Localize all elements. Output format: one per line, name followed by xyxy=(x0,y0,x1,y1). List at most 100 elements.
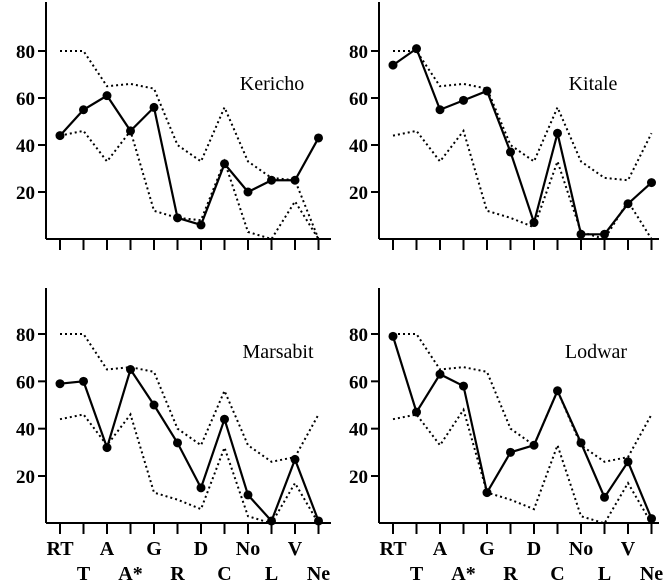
data-point-T xyxy=(412,44,421,54)
data-point-V xyxy=(290,454,300,464)
upper-band-line xyxy=(393,333,653,463)
data-point-C xyxy=(220,159,229,169)
x-tick-label: C xyxy=(217,563,231,582)
data-point-RT xyxy=(388,331,398,341)
x-tick-label: A* xyxy=(118,563,142,582)
x-tick-label: No xyxy=(569,538,593,560)
x-tick-label: G xyxy=(479,538,495,560)
data-point-G xyxy=(482,86,492,96)
data-point-Ne xyxy=(314,133,323,143)
y-tick-label: 60 xyxy=(349,89,368,110)
data-point-R xyxy=(173,438,182,448)
x-tick-label: G xyxy=(146,538,162,560)
y-tick-label: 80 xyxy=(349,42,368,63)
y-tick-label: 20 xyxy=(16,183,35,204)
panel-kitale: 20 40 60 80 Kitale xyxy=(349,2,659,250)
series-line xyxy=(59,366,320,524)
x-tick-label: T xyxy=(77,563,91,582)
data-point-R xyxy=(506,447,515,457)
data-point-RT xyxy=(55,131,65,141)
data-point-A xyxy=(102,443,112,453)
panel-title: Kericho xyxy=(240,73,304,95)
data-point-No xyxy=(576,229,586,239)
y-tick-label: 40 xyxy=(349,420,368,441)
data-point-L xyxy=(600,229,609,239)
y-tick-label: 40 xyxy=(349,136,368,157)
data-point-T xyxy=(79,105,88,115)
data-point-No xyxy=(576,438,586,448)
upper-band-line xyxy=(60,333,320,463)
y-tick-label: 60 xyxy=(349,372,368,393)
lower-band-line xyxy=(392,407,653,525)
x-tick-label: A* xyxy=(451,563,475,582)
panel-title: Lodwar xyxy=(565,341,628,363)
x-tick-label: V xyxy=(621,538,636,560)
panel-marsabit: 20 40 60 80 Marsabit RT A G D No V T A* R C L Ne xyxy=(16,288,331,582)
data-point-D xyxy=(529,218,539,228)
data-point-Ne xyxy=(647,178,656,188)
upper-band-line xyxy=(393,50,653,182)
data-point-D xyxy=(196,220,206,230)
x-tick-label: A xyxy=(433,538,448,560)
data-point-L xyxy=(267,516,276,526)
x-tick-label: R xyxy=(170,563,185,582)
data-point-A* xyxy=(126,365,135,374)
data-point-G xyxy=(149,102,159,112)
data-point-D xyxy=(196,483,206,493)
data-point-RT xyxy=(55,379,65,389)
x-tick-label: T xyxy=(410,563,424,582)
y-tick-label: 80 xyxy=(16,42,35,63)
series-line xyxy=(391,336,653,520)
x-tick-label: A xyxy=(100,538,115,560)
y-tick-label: 20 xyxy=(349,467,368,488)
data-point-C xyxy=(220,414,229,424)
x-tick-label: RT xyxy=(379,538,407,560)
data-point-Ne xyxy=(314,516,323,526)
x-tick-label: R xyxy=(503,563,518,582)
x-tick-label: RT xyxy=(46,538,74,560)
panel-title: Kitale xyxy=(569,73,618,95)
data-point-RT xyxy=(388,60,398,70)
data-point-T xyxy=(412,407,421,417)
y-tick-label: 40 xyxy=(16,136,35,157)
lower-band-line xyxy=(59,412,320,525)
x-tick-label: Ne xyxy=(307,563,330,582)
data-point-T xyxy=(79,376,88,386)
data-point-Ne xyxy=(647,514,656,524)
data-point-A* xyxy=(126,126,135,136)
y-tick-label: 60 xyxy=(16,372,35,393)
y-tick-label: 40 xyxy=(16,420,35,441)
data-point-No xyxy=(243,490,253,500)
x-tick-label: L xyxy=(265,563,278,582)
data-point-A xyxy=(102,91,112,101)
series-line xyxy=(59,94,320,227)
data-point-V xyxy=(623,199,633,209)
data-point-L xyxy=(267,175,276,185)
x-tick-label: Ne xyxy=(640,563,663,582)
data-point-A xyxy=(435,369,445,379)
x-tick-label: D xyxy=(527,538,541,560)
y-tick-label: 60 xyxy=(16,89,35,110)
x-tick-label: D xyxy=(194,538,208,560)
data-point-G xyxy=(482,488,492,498)
data-point-A* xyxy=(459,95,468,105)
data-point-R xyxy=(506,147,515,157)
data-point-V xyxy=(623,457,633,467)
y-tick-label: 20 xyxy=(349,183,368,204)
x-tick-label: V xyxy=(288,538,303,560)
panel-kericho: 20 40 60 80 Kericho xyxy=(16,2,331,250)
data-point-R xyxy=(173,213,182,223)
data-point-C xyxy=(553,386,562,396)
data-point-L xyxy=(600,492,609,502)
panel-title: Marsabit xyxy=(242,341,314,363)
data-point-A xyxy=(435,105,445,115)
data-point-No xyxy=(243,187,253,197)
data-point-D xyxy=(529,440,539,450)
y-tick-label: 80 xyxy=(349,325,368,346)
data-point-C xyxy=(553,128,562,138)
data-point-V xyxy=(290,175,300,185)
x-tick-label: C xyxy=(550,563,564,582)
lower-band-line xyxy=(59,128,320,241)
y-tick-label: 80 xyxy=(16,325,35,346)
x-tick-label: L xyxy=(598,563,611,582)
